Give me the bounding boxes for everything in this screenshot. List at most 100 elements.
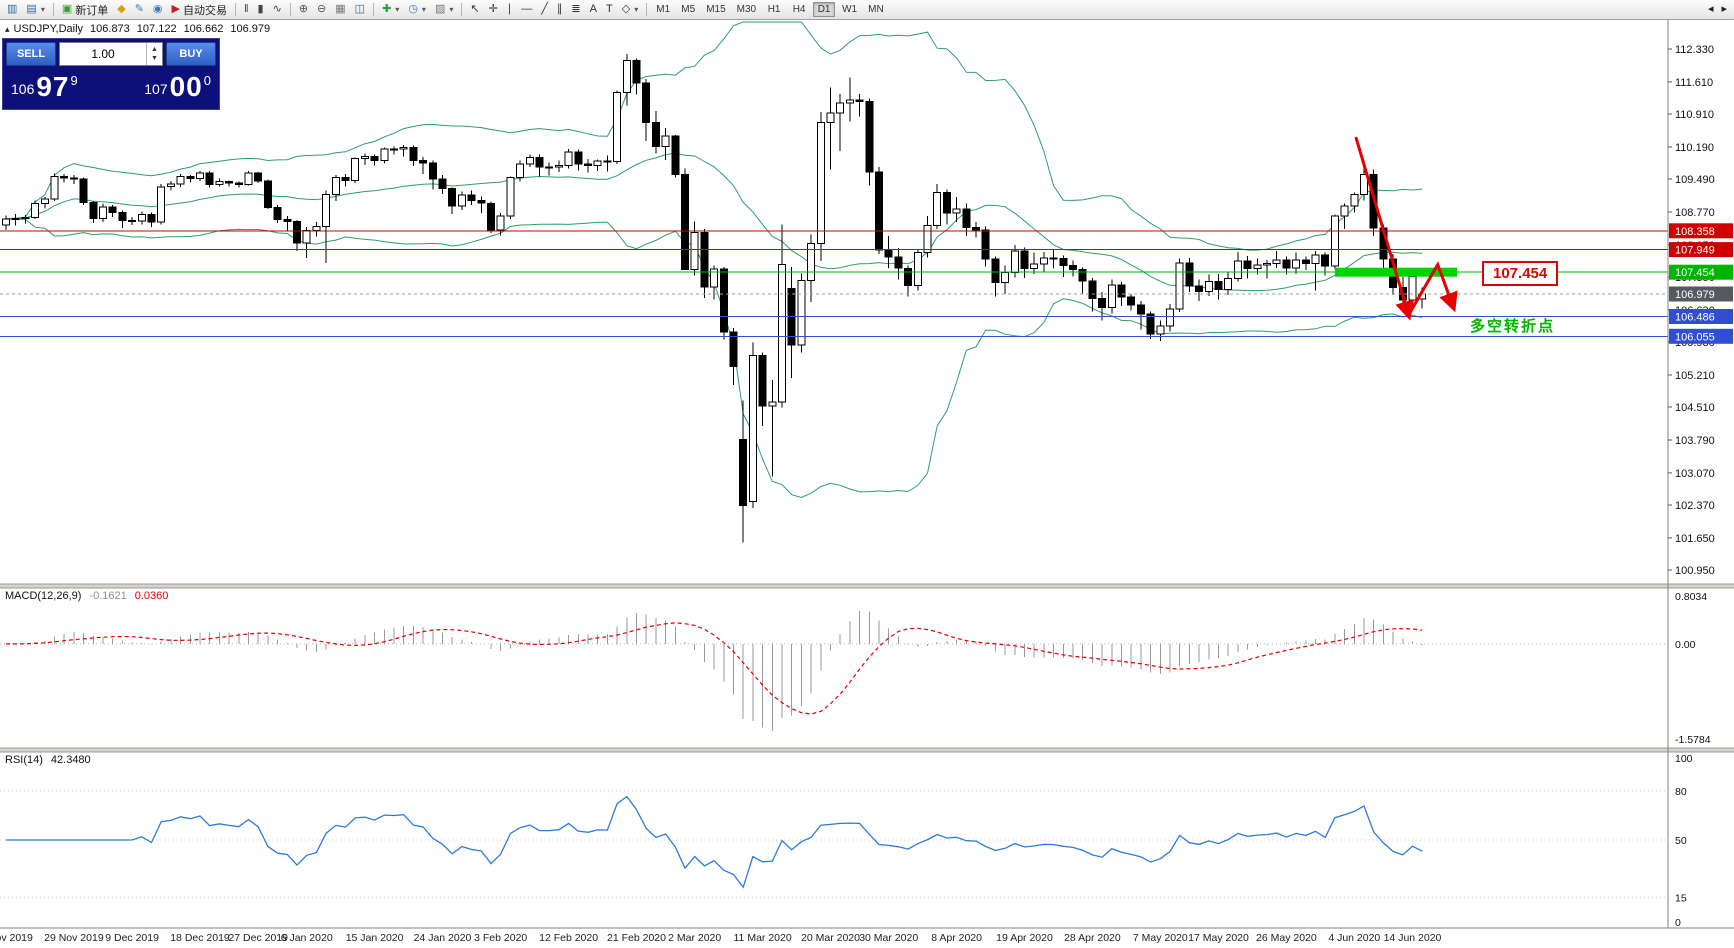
new-order-button[interactable]: ▣ 新订单 <box>58 1 112 18</box>
channel-button[interactable]: ∥ <box>553 1 567 18</box>
timeframe-w1-button[interactable]: W1 <box>838 2 861 17</box>
svg-text:2 Mar 2020: 2 Mar 2020 <box>668 932 721 944</box>
volume-input[interactable]: 1.00 ▲ ▼ <box>59 42 163 66</box>
tile-windows-button[interactable]: ◫ <box>351 1 369 18</box>
sell-button[interactable]: SELL <box>6 42 56 66</box>
templates-button-dropdown-icon[interactable]: ▾ <box>449 5 454 14</box>
trend-arrows[interactable] <box>1354 136 1458 321</box>
candlestick-chart-icon: ▮ <box>257 3 264 15</box>
one-click-collapse-icon[interactable]: ▴ <box>5 24 10 34</box>
toolbar-separator <box>646 3 648 16</box>
crosshair-button[interactable]: ✛ <box>485 1 502 18</box>
macd-label: MACD(12,26,9) -0.1621 0.0360 <box>5 590 169 602</box>
autotrading-button-label: 自动交易 <box>183 4 227 17</box>
shapes-button[interactable]: ◇ ▾ <box>618 1 642 18</box>
new-chart-button[interactable]: ▥ <box>3 1 21 18</box>
fibonacci-button[interactable]: ≣ <box>567 1 584 18</box>
terminal-button[interactable]: ◉ <box>149 1 167 18</box>
bar-chart-button[interactable]: ‖ <box>240 1 253 18</box>
buy-price: 107 00 0 <box>144 71 211 102</box>
vertical-line-button[interactable]: ∣ <box>503 1 517 18</box>
text-button[interactable]: A <box>586 1 601 18</box>
periods-button[interactable]: ◷ ▾ <box>404 1 430 18</box>
rsi-pane <box>0 790 1668 898</box>
trendline-button[interactable]: ╱ <box>537 1 552 18</box>
svg-text:100.950: 100.950 <box>1675 565 1715 577</box>
timeframe-m15-button[interactable]: M15 <box>702 2 729 17</box>
scroll-left-icon: ◂ <box>1707 3 1714 15</box>
svg-text:110.190: 110.190 <box>1675 142 1714 154</box>
grid-button[interactable]: ▦ <box>331 1 349 18</box>
new-order-icon: ▣ <box>61 3 73 15</box>
open-value: 106.873 <box>90 23 130 35</box>
timeframe-h4-button[interactable]: H4 <box>788 2 810 17</box>
shapes-button-dropdown-icon[interactable]: ▾ <box>634 5 639 14</box>
profiles-button[interactable]: ▤ ▾ <box>22 1 48 18</box>
timeframe-mn-button[interactable]: MN <box>864 2 888 17</box>
svg-text:108.358: 108.358 <box>1675 226 1715 238</box>
line-chart-button[interactable]: ∿ <box>269 1 286 18</box>
autotrading-button[interactable]: ▶ 自动交易 <box>168 1 231 18</box>
label-button[interactable]: T <box>602 1 617 18</box>
volume-up-icon[interactable]: ▲ <box>151 45 158 53</box>
svg-text:9 Dec 2019: 9 Dec 2019 <box>105 932 159 944</box>
rsi-value: 42.3480 <box>50 754 91 766</box>
zoom-in-button[interactable]: ⊕ <box>295 1 312 18</box>
scripts-button[interactable]: ✎ <box>131 1 148 18</box>
svg-text:8 Apr 2020: 8 Apr 2020 <box>931 932 982 944</box>
svg-text:21 Feb 2020: 21 Feb 2020 <box>607 932 666 944</box>
volume-down-icon[interactable]: ▼ <box>151 55 158 62</box>
vertical-line-icon: ∣ <box>506 3 513 15</box>
scroll-right-button[interactable]: ▸ <box>1717 1 1731 18</box>
templates-button[interactable]: ▨ ▾ <box>431 1 457 18</box>
macd-main-value: -0.1621 <box>89 590 127 602</box>
profiles-icon: ▤ <box>26 3 37 15</box>
timeframe-m1-button[interactable]: M1 <box>652 2 674 17</box>
rsi-scale[interactable]: 100 80 50 15 0 <box>1675 753 1693 929</box>
cursor-button[interactable]: ↖ <box>466 1 483 18</box>
text-icon: A <box>589 3 597 15</box>
profiles-button-dropdown-icon[interactable]: ▾ <box>40 5 45 14</box>
volume-spinner[interactable]: ▲ ▼ <box>146 43 162 65</box>
indicators-button[interactable]: ✚ ▾ <box>378 1 403 18</box>
svg-text:109.490: 109.490 <box>1675 174 1715 186</box>
timeframe-h1-button[interactable]: H1 <box>763 2 785 17</box>
zoom-out-icon: ⊖ <box>317 3 327 15</box>
svg-text:30 Mar 2020: 30 Mar 2020 <box>859 932 918 944</box>
svg-text:106.979: 106.979 <box>1675 289 1715 301</box>
sell-price: 106 97 9 <box>11 71 78 102</box>
svg-text:106.486: 106.486 <box>1675 312 1715 324</box>
price-scale[interactable]: 112.330 111.610 110.910 110.190 109.490 108.7… <box>1667 20 1733 928</box>
price-callout[interactable]: 107.454 <box>1482 261 1559 287</box>
volume-value[interactable]: 1.00 <box>91 47 115 61</box>
toolbar-separator <box>289 3 291 16</box>
templates-icon: ▨ <box>434 3 446 15</box>
toolbar: ▥ ▤ ▾ ▣ 新订单 ◆ ✎ ◉ ▶ 自动交易 ‖ ▮ ∿ ⊕ ⊖ ▦ ◫ ✚ ▾ ◷ ▾ ▨ ▾ ↖ ✛ ∣ ― ╱ ∥ ≣ A T ◇ ▾ M… <box>0 0 1734 20</box>
svg-text:4 Jun 2020: 4 Jun 2020 <box>1328 932 1380 944</box>
periods-button-dropdown-icon[interactable]: ▾ <box>421 5 426 14</box>
expert-advisors-button[interactable]: ◆ <box>113 1 129 18</box>
macd-scale[interactable]: 0.8034 0.00 -1.5784 <box>1675 591 1711 746</box>
horizontal-lines[interactable] <box>0 230 1668 337</box>
scroll-right-icon: ▸ <box>1721 3 1727 15</box>
timeframe-d1-button[interactable]: D1 <box>813 2 836 17</box>
new-order-button-label: 新订单 <box>75 4 109 17</box>
new-chart-icon: ▥ <box>7 3 18 15</box>
scroll-left-button[interactable]: ◂ <box>1704 1 1718 18</box>
indicators-button-dropdown-icon[interactable]: ▾ <box>395 5 400 14</box>
horizontal-line-button[interactable]: ― <box>517 1 536 18</box>
timeframe-m5-button[interactable]: M5 <box>677 2 699 17</box>
timeframe-m30-button[interactable]: M30 <box>733 2 760 17</box>
svg-text:7 May 2020: 7 May 2020 <box>1133 932 1188 944</box>
toolbar-separator <box>52 3 54 16</box>
macd-pane <box>0 611 1668 731</box>
candlestick-chart-button[interactable]: ▮ <box>254 1 268 18</box>
annotation-note[interactable]: 多空转折点 <box>1470 317 1556 335</box>
svg-text:0.00: 0.00 <box>1675 639 1696 651</box>
pane-separators[interactable] <box>0 583 1734 929</box>
buy-button[interactable]: BUY <box>166 42 216 66</box>
svg-text:-1.5784: -1.5784 <box>1675 734 1711 746</box>
zoom-out-button[interactable]: ⊖ <box>313 1 330 18</box>
